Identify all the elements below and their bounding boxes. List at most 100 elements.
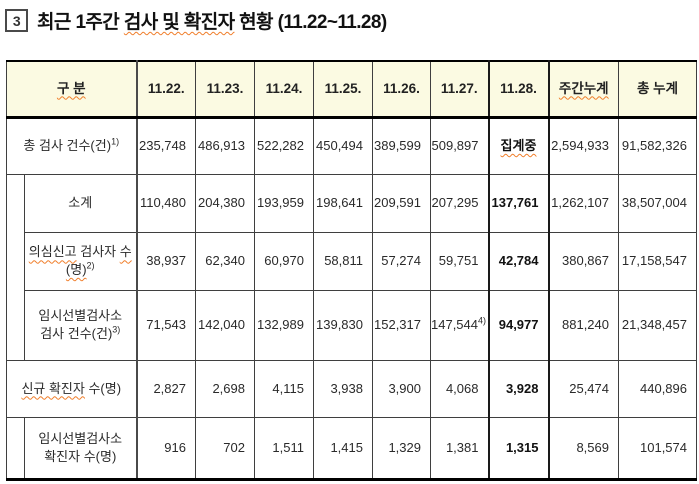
label-text: 4,115: [272, 380, 304, 396]
label-text: 59,751: [438, 253, 479, 269]
column-header: 구 분: [6, 60, 137, 119]
column-header: 11.27.: [430, 60, 489, 119]
label-text: 2,827: [153, 380, 186, 396]
table-row: 임시선별검사소 검사 건수(건)3) 71,543 142,040 132,989 13…: [7, 289, 697, 361]
label-text: 486,913: [198, 138, 245, 154]
row-label: 소계: [24, 173, 137, 233]
value-cell: 139,830: [313, 289, 373, 361]
label-text: 임시선별검사소 검사 건수(건): [38, 308, 123, 341]
label-text: 11.28.: [500, 80, 537, 96]
label-text: 380,867: [562, 253, 609, 269]
section-number-box: 3: [5, 9, 28, 32]
row-label: 의심신고 검사자 수(명)2): [24, 231, 137, 291]
value-cell: 21,348,457: [618, 289, 697, 361]
label-text: 1,415: [330, 439, 363, 455]
label-text: 4,068: [445, 380, 479, 396]
label-text: 42,784: [498, 253, 539, 269]
header-row: 구 분 11.22. 11.23. 11.24. 11.25. 11.26. 11.27. 1…: [6, 60, 697, 119]
label-text: 11.24.: [265, 80, 303, 96]
label-text: 198,641: [316, 195, 363, 211]
value-cell: 1,329: [372, 416, 431, 480]
table-row: 소계 110,480 204,380 193,959 198,641 209,591 207…: [6, 173, 697, 361]
label-text: 11.27.: [440, 80, 478, 96]
label-text: 11.26.: [383, 80, 420, 96]
value-cell: 1,415: [313, 416, 373, 480]
label-text: 132,989: [257, 317, 304, 333]
label-text: 440,896: [640, 380, 687, 396]
value-cell: 3,938: [313, 359, 373, 418]
label-text: 207,295: [431, 195, 479, 211]
label-text: 702: [223, 439, 245, 455]
value-cell: 132,989: [254, 289, 314, 361]
value-cell: 142,040: [195, 289, 255, 361]
value-cell: 57,274: [372, 231, 431, 291]
label-text: 71,543: [146, 317, 186, 333]
label-text: 11.22.: [147, 80, 185, 96]
value-cell: 235,748: [135, 116, 196, 175]
value-cell: 509,897: [430, 116, 489, 175]
label-text: 193,959: [257, 195, 304, 211]
label-text: 8,569: [576, 439, 609, 455]
value-cell: 집계중: [487, 116, 550, 175]
column-header: 11.26.: [372, 60, 431, 119]
value-cell: 38,507,004: [618, 173, 697, 233]
label-text: 11.25.: [324, 80, 362, 96]
value-cell: 137,761: [487, 173, 550, 233]
label-text: 147,544: [431, 317, 479, 333]
value-cell: 60,970: [254, 231, 314, 291]
label-text: 389,599: [374, 138, 421, 154]
label-text: 1,262,107: [551, 195, 609, 211]
column-header: 11.24.: [254, 60, 314, 119]
table-header: 구 분 11.22. 11.23. 11.24. 11.25. 11.26. 11.27. 1…: [6, 60, 697, 119]
value-cell: 204,380: [195, 173, 255, 233]
value-cell: 1,315: [487, 416, 550, 480]
label-text: 152,317: [374, 317, 421, 333]
label-text: 3,900: [388, 380, 421, 396]
row-label: 총 검사 건수(건)1): [6, 116, 137, 175]
page-title-text: 최근 1주간 검사 및 확진자 현황 (11.22~11.28): [37, 7, 387, 34]
label-text: 94,977: [498, 317, 539, 333]
value-cell: 1,381: [430, 416, 489, 480]
title-prefix: 최근 1주간: [37, 12, 124, 33]
value-cell: 198,641: [313, 173, 373, 233]
label-text: 450,494: [316, 138, 363, 154]
value-cell: 110,480: [135, 173, 196, 233]
value-cell: 4,068: [430, 359, 489, 418]
footnote-superscript: 2): [86, 260, 95, 271]
label-text: 91,582,326: [621, 138, 687, 154]
indent-cell: [6, 416, 25, 480]
value-cell: 1,511: [254, 416, 314, 480]
label-text: 21,348,457: [621, 317, 687, 333]
label-text: 집계중: [500, 138, 537, 154]
footnote-superscript: 4): [478, 315, 487, 326]
label-text: 916: [164, 439, 186, 455]
label-text: 2,698: [212, 380, 245, 396]
row-label: 임시선별검사소 검사 건수(건)3): [24, 289, 137, 361]
row-label: 신규 확진자 수(명): [6, 359, 137, 418]
table-row: 신규 확진자 수(명) 2,827 2,698 4,115 3,938 3,900 4,06…: [6, 359, 697, 418]
column-header: 11.25.: [313, 60, 373, 119]
label-text: 임시선별검사소 확진자 수(명): [38, 430, 123, 464]
label-text: 881,240: [562, 317, 609, 333]
label-text: 60,970: [264, 253, 304, 269]
value-cell: 62,340: [195, 231, 255, 291]
value-cell: 389,599: [372, 116, 431, 175]
table-body: 총 검사 건수(건)1) 235,748 486,913 522,282 450,494…: [6, 116, 697, 480]
value-cell: 147,5444): [430, 289, 489, 361]
value-cell: 91,582,326: [618, 116, 697, 175]
value-cell: 2,698: [195, 359, 255, 418]
value-cell: 450,494: [313, 116, 373, 175]
column-header: 11.28.: [487, 60, 550, 119]
value-cell: 17,158,547: [618, 231, 697, 291]
value-cell: 42,784: [487, 231, 550, 291]
label-text: 3,928: [505, 380, 539, 396]
footnote-superscript: 3): [112, 324, 121, 335]
column-header: 11.22.: [135, 60, 196, 119]
label-text: 57,274: [381, 253, 421, 269]
value-cell: 702: [195, 416, 255, 480]
label-text: 검사자: [76, 244, 120, 260]
value-cell: 193,959: [254, 173, 314, 233]
value-cell: 38,937: [135, 231, 196, 291]
value-cell: 8,569: [548, 416, 619, 480]
label-text: 38,937: [146, 253, 186, 269]
